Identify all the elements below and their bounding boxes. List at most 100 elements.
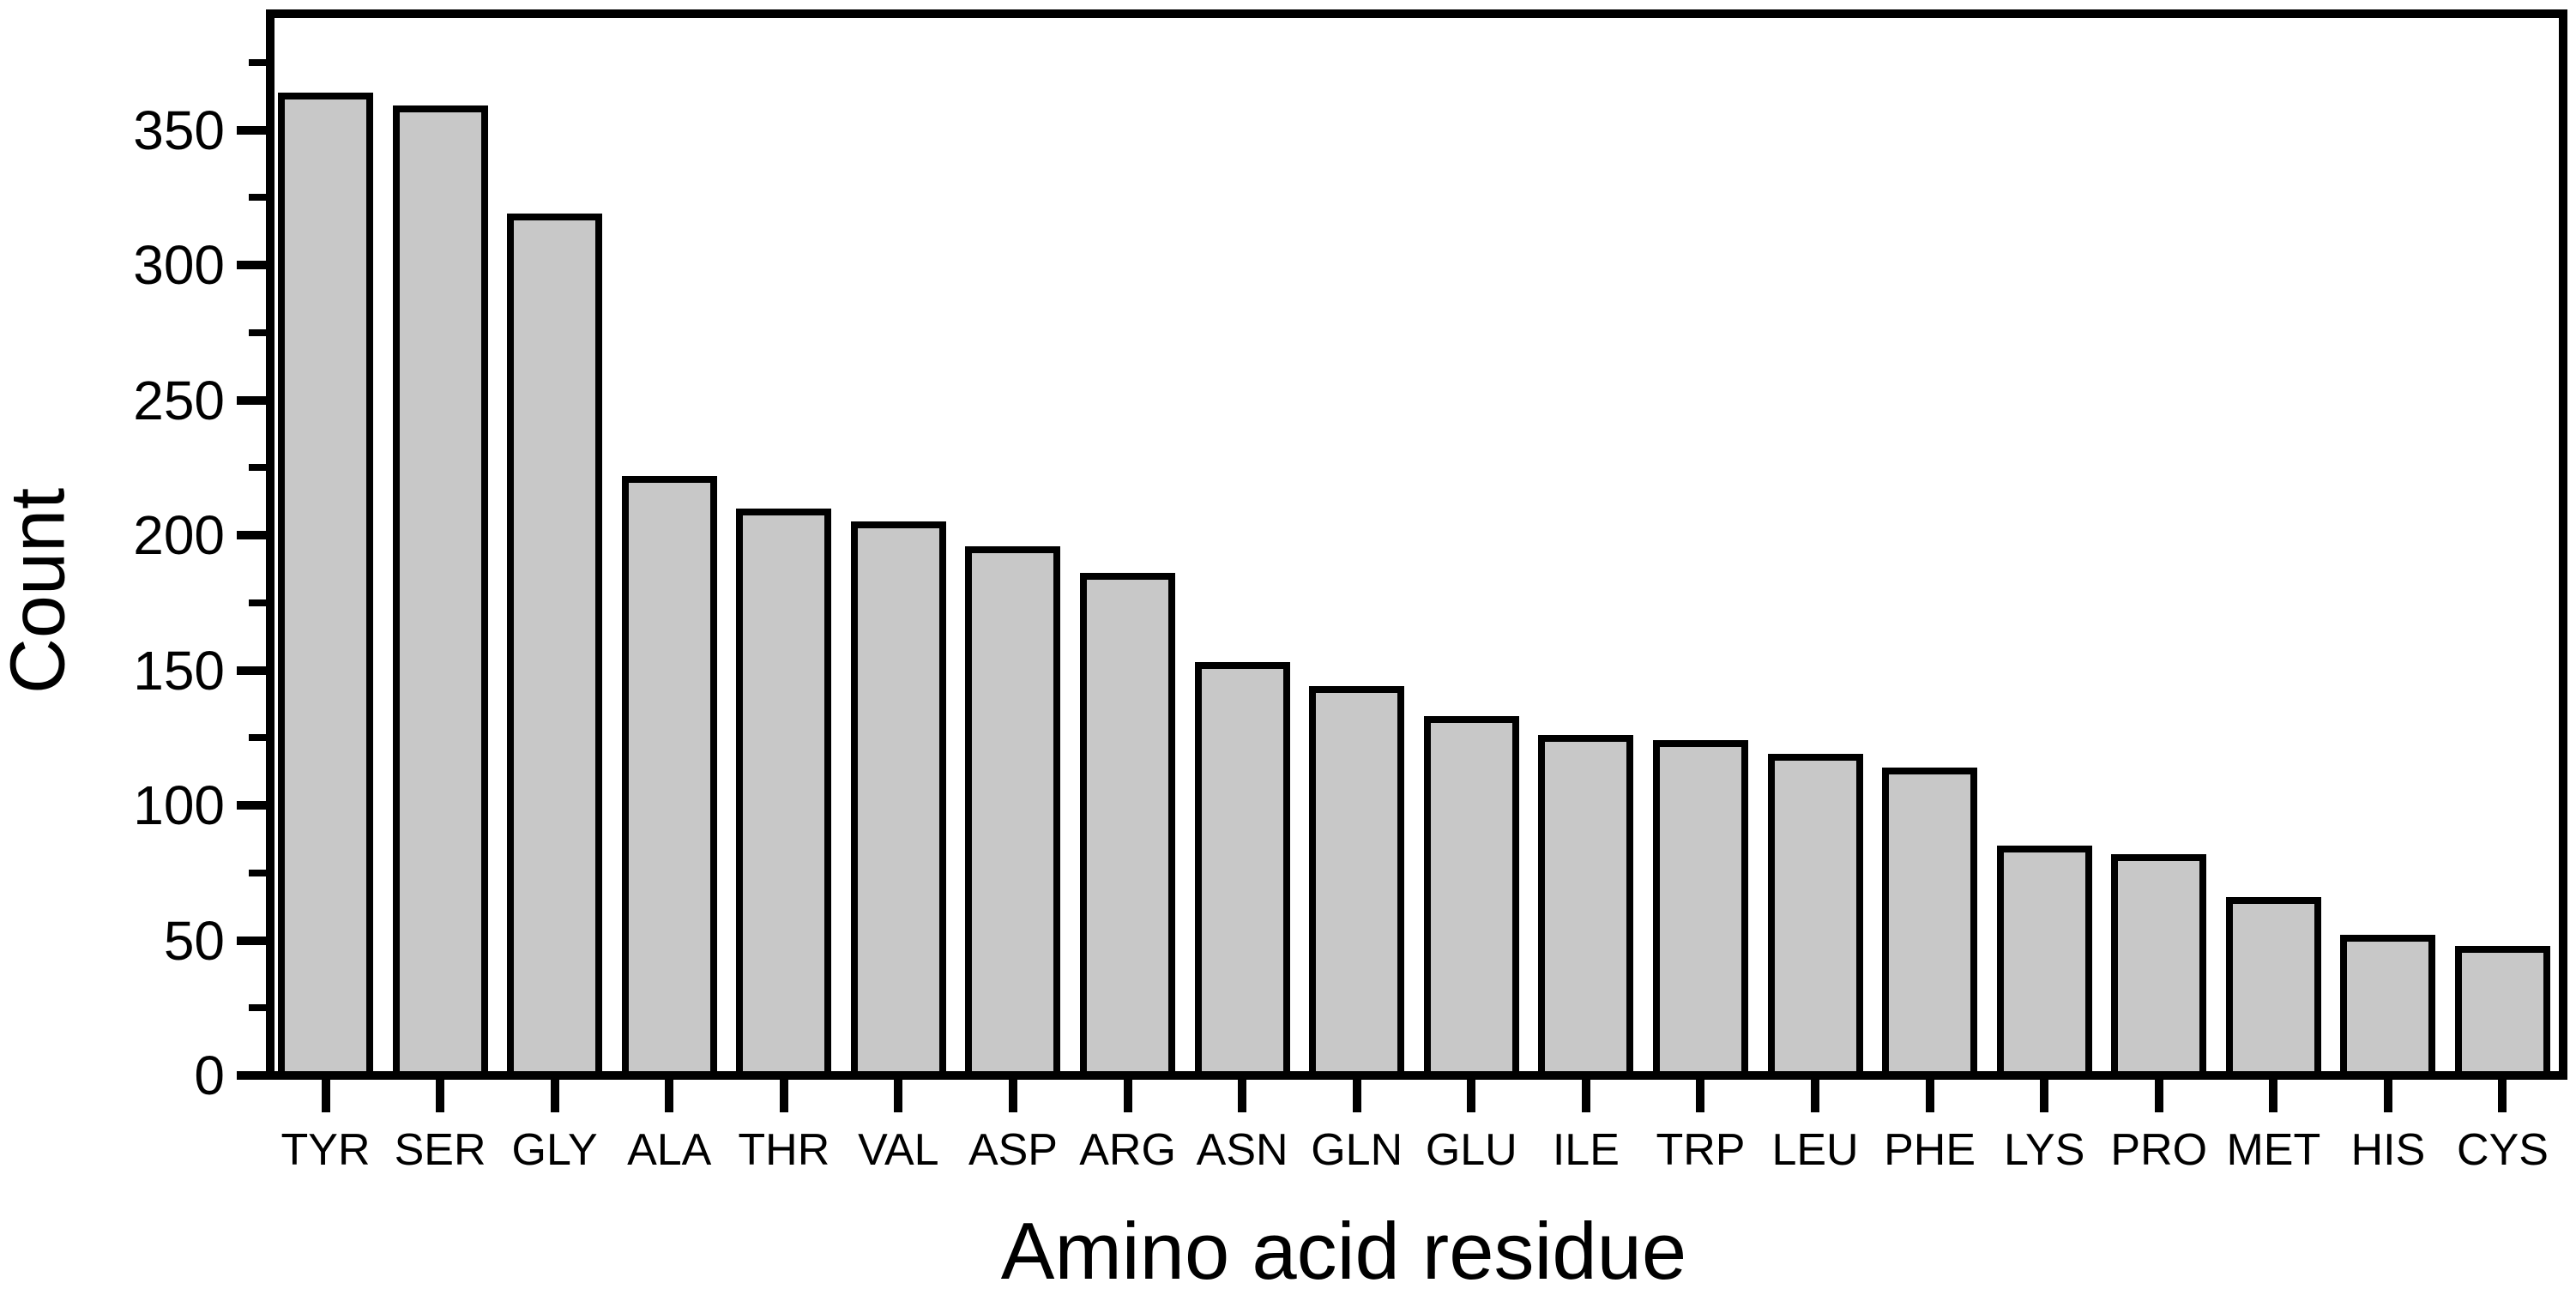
x-tick-phe bbox=[1925, 1080, 1934, 1112]
y-minor-tick-225 bbox=[249, 464, 268, 471]
x-category-label-cys: CYS bbox=[2457, 1125, 2549, 1175]
x-category-label-arg: ARG bbox=[1079, 1125, 1176, 1175]
x-category-label-phe: PHE bbox=[1884, 1125, 1976, 1175]
x-tick-lys bbox=[2040, 1080, 2049, 1112]
bar-gly bbox=[507, 214, 603, 1071]
y-tick-label-150: 150 bbox=[133, 640, 225, 702]
x-category-label-trp: TRP bbox=[1656, 1125, 1746, 1175]
x-tick-tyr bbox=[321, 1080, 330, 1112]
y-major-tick-300 bbox=[237, 261, 268, 269]
y-tick-label-0: 0 bbox=[194, 1045, 225, 1106]
x-category-label-ile: ILE bbox=[1552, 1125, 1620, 1175]
y-major-tick-50 bbox=[237, 937, 268, 945]
y-minor-tick-375 bbox=[249, 59, 268, 66]
x-tick-leu bbox=[1811, 1080, 1820, 1112]
bar-ala bbox=[621, 476, 717, 1071]
x-cell-leu: LEU bbox=[1768, 1080, 1863, 1200]
x-category-label-his: HIS bbox=[2350, 1125, 2426, 1175]
x-cell-phe: PHE bbox=[1882, 1080, 1977, 1200]
x-cell-arg: ARG bbox=[1079, 1080, 1176, 1200]
x-category-label-asp: ASP bbox=[968, 1125, 1058, 1175]
x-tick-pro bbox=[2154, 1080, 2163, 1112]
x-tick-trp bbox=[1696, 1080, 1705, 1112]
x-category-label-glu: GLU bbox=[1425, 1125, 1517, 1175]
bar-ser bbox=[392, 105, 488, 1071]
x-tick-arg bbox=[1123, 1080, 1132, 1112]
x-cell-ala: ALA bbox=[622, 1080, 717, 1200]
y-tick-label-300: 300 bbox=[133, 234, 225, 296]
x-cell-cys: CYS bbox=[2455, 1080, 2550, 1200]
bar-phe bbox=[1882, 768, 1978, 1071]
x-cell-glu: GLU bbox=[1424, 1080, 1519, 1200]
bar-pro bbox=[2111, 854, 2207, 1071]
bar-lys bbox=[1996, 846, 2092, 1071]
bar-his bbox=[2340, 935, 2436, 1071]
x-category-label-gly: GLY bbox=[511, 1125, 598, 1175]
x-category-label-thr: THR bbox=[738, 1125, 830, 1175]
bars-container bbox=[274, 18, 2559, 1071]
x-cell-thr: THR bbox=[736, 1080, 831, 1200]
x-cell-gly: GLY bbox=[507, 1080, 602, 1200]
y-major-tick-350 bbox=[237, 126, 268, 135]
y-minor-tick-275 bbox=[249, 329, 268, 336]
x-tick-ala bbox=[665, 1080, 674, 1112]
y-major-tick-250 bbox=[237, 396, 268, 405]
x-tick-thr bbox=[779, 1080, 788, 1112]
y-minor-tick-175 bbox=[249, 599, 268, 606]
bar-asn bbox=[1194, 662, 1290, 1071]
y-major-tick-0 bbox=[237, 1071, 268, 1080]
bar-thr bbox=[736, 509, 832, 1071]
y-minor-tick-75 bbox=[249, 870, 268, 876]
x-tick-his bbox=[2383, 1080, 2392, 1112]
x-tick-glu bbox=[1467, 1080, 1476, 1112]
x-cell-gln: GLN bbox=[1309, 1080, 1404, 1200]
y-minor-tick-125 bbox=[249, 734, 268, 741]
bar-trp bbox=[1652, 740, 1748, 1071]
y-major-tick-100 bbox=[237, 801, 268, 810]
x-category-label-gln: GLN bbox=[1311, 1125, 1403, 1175]
bar-leu bbox=[1767, 754, 1863, 1071]
x-tick-cys bbox=[2498, 1080, 2507, 1112]
y-tick-label-100: 100 bbox=[133, 774, 225, 836]
x-cell-lys: LYS bbox=[1997, 1080, 2092, 1200]
x-category-label-asn: ASN bbox=[1196, 1125, 1288, 1175]
x-axis-title: Amino acid residue bbox=[1000, 1206, 1687, 1296]
y-minor-tick-325 bbox=[249, 194, 268, 201]
x-cell-ser: SER bbox=[393, 1080, 488, 1200]
x-category-label-met: MET bbox=[2226, 1125, 2321, 1175]
x-cell-asn: ASN bbox=[1195, 1080, 1290, 1200]
y-axis-title: Count bbox=[0, 487, 81, 695]
x-tick-asp bbox=[1008, 1080, 1017, 1112]
bar-glu bbox=[1423, 716, 1519, 1071]
x-category-label-ser: SER bbox=[394, 1125, 486, 1175]
y-tick-label-350: 350 bbox=[133, 99, 225, 161]
x-tick-asn bbox=[1238, 1080, 1247, 1112]
bar-ile bbox=[1538, 735, 1634, 1071]
x-tick-met bbox=[2269, 1080, 2278, 1112]
x-cell-trp: TRP bbox=[1653, 1080, 1748, 1200]
bar-gln bbox=[1309, 686, 1405, 1071]
x-category-label-val: VAL bbox=[858, 1125, 939, 1175]
x-tick-ser bbox=[436, 1080, 445, 1112]
y-major-tick-200 bbox=[237, 531, 268, 539]
x-category-label-pro: PRO bbox=[2110, 1125, 2208, 1175]
x-cell-val: VAL bbox=[851, 1080, 946, 1200]
bar-met bbox=[2225, 897, 2321, 1071]
x-tick-val bbox=[894, 1080, 903, 1112]
x-category-label-lys: LYS bbox=[2003, 1125, 2085, 1175]
x-axis-cells: TYR SER GLY ALA THR VAL ASP ARG ASN GLN GLU ILE TRP L… bbox=[278, 1080, 2550, 1200]
x-category-label-tyr: TYR bbox=[281, 1125, 371, 1175]
bar-arg bbox=[1080, 573, 1176, 1071]
x-cell-tyr: TYR bbox=[278, 1080, 373, 1200]
bar-asp bbox=[965, 546, 1061, 1071]
x-tick-gly bbox=[550, 1080, 559, 1112]
bar-tyr bbox=[278, 93, 373, 1071]
x-cell-asp: ASP bbox=[965, 1080, 1060, 1200]
bar-cys bbox=[2454, 946, 2550, 1071]
x-cell-met: MET bbox=[2226, 1080, 2321, 1200]
y-tick-label-200: 200 bbox=[133, 504, 225, 566]
x-category-label-ala: ALA bbox=[627, 1125, 712, 1175]
x-tick-ile bbox=[1581, 1080, 1590, 1112]
y-minor-tick-25 bbox=[249, 1004, 268, 1011]
x-cell-ile: ILE bbox=[1538, 1080, 1633, 1200]
